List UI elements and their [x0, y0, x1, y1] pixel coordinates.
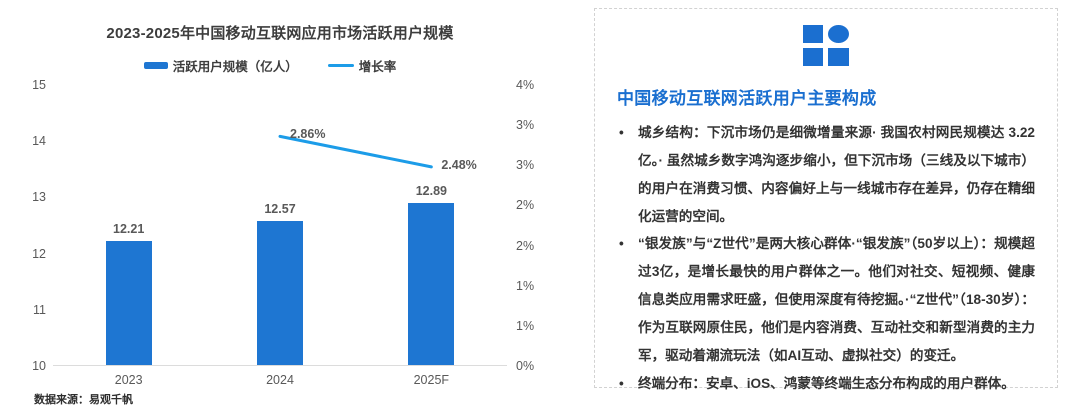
logo-square-icon	[828, 48, 849, 66]
right-axis-tick: 1%	[516, 318, 535, 333]
right-axis-tick: 1%	[516, 278, 535, 293]
legend-label: 增长率	[358, 60, 397, 74]
x-axis-label: 2025F	[413, 373, 450, 387]
right-axis-tick: 3%	[516, 158, 535, 173]
left-axis-tick: 14	[32, 134, 46, 149]
logo-square-icon	[803, 48, 823, 66]
grid-dots-logo-icon	[803, 25, 849, 66]
bar-2024	[257, 220, 303, 365]
summary-panel: 中国移动互联网活跃用户主要构成 城乡结构：下沉市场仍是细微增量来源· 我国农村网…	[594, 8, 1058, 397]
right-axis-tick: 4%	[516, 78, 535, 92]
bar-series-swatch-icon	[143, 62, 168, 69]
legend-label: 活跃用户规模（亿人）	[172, 60, 298, 74]
line-series-swatch-icon	[327, 64, 354, 67]
legend-item-bar-series: 活跃用户规模（亿人）	[143, 56, 298, 75]
bar-2023	[105, 240, 152, 365]
logo-square-icon	[803, 25, 823, 43]
bar-value-label: 12.89	[415, 183, 447, 198]
bar-2025F	[408, 202, 455, 365]
bullet-list: 城乡结构：下沉市场仍是细微增量来源· 我国农村网民规模达 3.22 亿。· 虽然…	[617, 119, 1035, 398]
left-axis-tick: 13	[32, 190, 46, 205]
bullet-item-urban-rural: 城乡结构：下沉市场仍是细微增量来源· 我国农村网民规模达 3.22 亿。· 虽然…	[617, 119, 1035, 230]
line-value-label: 2.86%	[290, 127, 326, 142]
bullet-item-age-groups: “银发族”与“Z世代”是两大核心群体·“银发族”（50岁以上）：规模超过3亿，是…	[617, 230, 1035, 369]
logo-circle-icon	[828, 25, 849, 43]
left-axis-tick: 15	[32, 78, 46, 92]
bullet-item-device-distribution: 终端分布：安卓、iOS、鸿蒙等终端生态分布构成的用户群体。	[617, 370, 1035, 398]
legend-item-line-series: 增长率	[327, 56, 397, 75]
chart-section: 2023-2025年中国移动互联网应用市场活跃用户规模 活跃用户规模（亿人） 增…	[0, 25, 540, 406]
line-value-label: 2.48%	[441, 157, 477, 172]
plot-area: 10 11 12 13 14 15 0% 1% 1% 2% 2% 3% 3% 4% 2023 2024 2025…	[32, 78, 534, 387]
chart-title: 2023-2025年中国移动互联网应用市场活跃用户规模	[106, 25, 454, 42]
growth-rate-line	[278, 134, 433, 169]
panel-title: 中国移动互联网活跃用户主要构成	[617, 89, 877, 108]
bar-value-label: 12.57	[264, 201, 296, 216]
left-axis-tick: 11	[33, 302, 46, 317]
right-axis-tick: 3%	[516, 118, 535, 133]
left-axis-tick: 12	[32, 246, 46, 261]
data-source-note: 数据来源：易观千帆	[34, 394, 133, 406]
x-axis-label: 2023	[114, 373, 143, 387]
bar-value-label: 12.21	[113, 221, 145, 236]
left-axis-tick: 10	[32, 359, 46, 373]
right-axis-tick: 2%	[516, 238, 535, 253]
right-axis-tick: 2%	[516, 198, 535, 213]
x-axis-label: 2024	[266, 373, 294, 387]
right-axis-tick: 0%	[516, 359, 535, 373]
chart-legend: 活跃用户规模（亿人） 增长率	[0, 56, 540, 75]
